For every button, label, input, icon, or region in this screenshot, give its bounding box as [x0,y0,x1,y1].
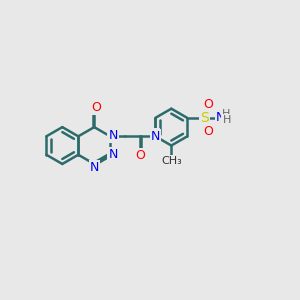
Text: N: N [216,111,225,124]
Text: H: H [151,129,160,139]
Text: CH₃: CH₃ [161,156,182,166]
Text: N: N [109,148,118,161]
Text: H: H [223,115,232,125]
Text: O: O [92,101,102,114]
Text: N: N [109,129,118,142]
Text: H: H [222,109,230,119]
Text: S: S [200,111,209,125]
Text: O: O [135,149,145,162]
Text: O: O [203,98,213,111]
Text: N: N [89,161,99,174]
Text: N: N [151,130,160,143]
Text: O: O [203,125,213,138]
